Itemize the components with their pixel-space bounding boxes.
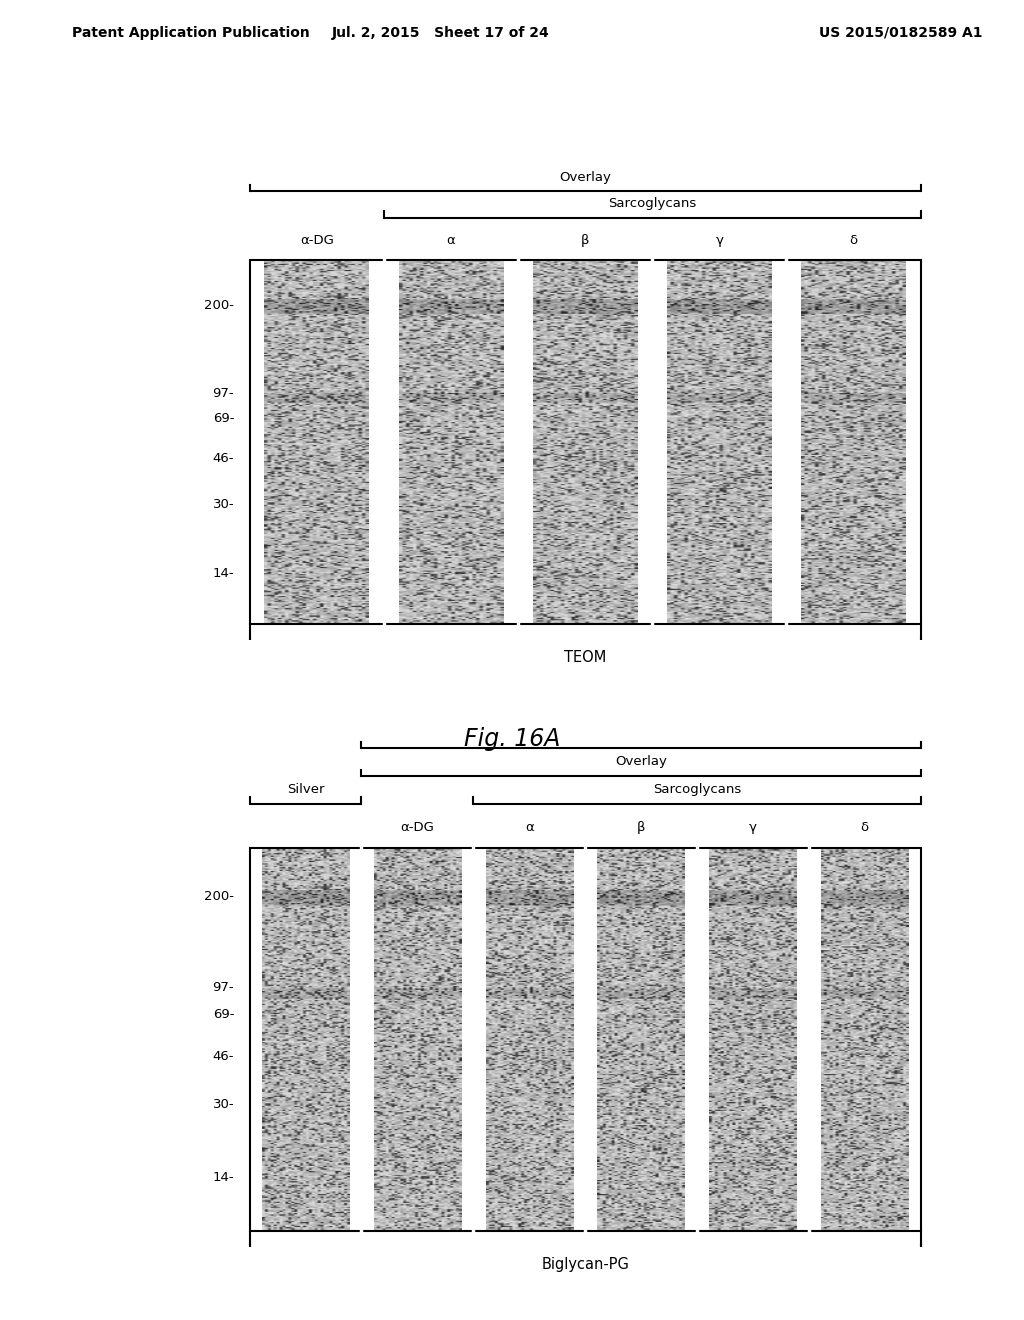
Text: Sarcoglycans: Sarcoglycans bbox=[653, 783, 741, 796]
Text: 46-: 46- bbox=[213, 451, 234, 465]
Text: δ: δ bbox=[860, 821, 868, 834]
Text: Sarcoglycans: Sarcoglycans bbox=[608, 198, 696, 210]
Text: 14-: 14- bbox=[213, 566, 234, 579]
Text: 30-: 30- bbox=[213, 1098, 234, 1111]
Text: 14-: 14- bbox=[213, 1171, 234, 1184]
Text: γ: γ bbox=[749, 821, 757, 834]
Text: α-DG: α-DG bbox=[300, 234, 334, 247]
Text: 46-: 46- bbox=[213, 1051, 234, 1063]
Text: Silver: Silver bbox=[287, 783, 325, 796]
Text: Fig. 16A: Fig. 16A bbox=[464, 727, 560, 751]
Text: β: β bbox=[581, 234, 590, 247]
Text: 69-: 69- bbox=[213, 412, 234, 425]
Text: δ: δ bbox=[850, 234, 857, 247]
Text: 30-: 30- bbox=[213, 498, 234, 511]
Text: Overlay: Overlay bbox=[615, 755, 667, 768]
Text: β: β bbox=[637, 821, 645, 834]
Text: 97-: 97- bbox=[213, 981, 234, 994]
Bar bbox=[250, 849, 921, 1230]
Text: α: α bbox=[525, 821, 534, 834]
Text: 200-: 200- bbox=[204, 890, 234, 903]
Text: 97-: 97- bbox=[213, 387, 234, 400]
Text: 69-: 69- bbox=[213, 1008, 234, 1022]
Text: Patent Application Publication: Patent Application Publication bbox=[72, 26, 309, 40]
Text: 200-: 200- bbox=[204, 300, 234, 312]
Text: α-DG: α-DG bbox=[400, 821, 434, 834]
Text: US 2015/0182589 A1: US 2015/0182589 A1 bbox=[819, 26, 983, 40]
Text: TEOM: TEOM bbox=[564, 649, 606, 665]
Text: Biglycan-PG: Biglycan-PG bbox=[541, 1258, 629, 1272]
Text: α: α bbox=[446, 234, 456, 247]
Text: Overlay: Overlay bbox=[559, 172, 611, 183]
Text: Jul. 2, 2015   Sheet 17 of 24: Jul. 2, 2015 Sheet 17 of 24 bbox=[332, 26, 549, 40]
Bar bbox=[250, 260, 921, 624]
Text: γ: γ bbox=[716, 234, 723, 247]
